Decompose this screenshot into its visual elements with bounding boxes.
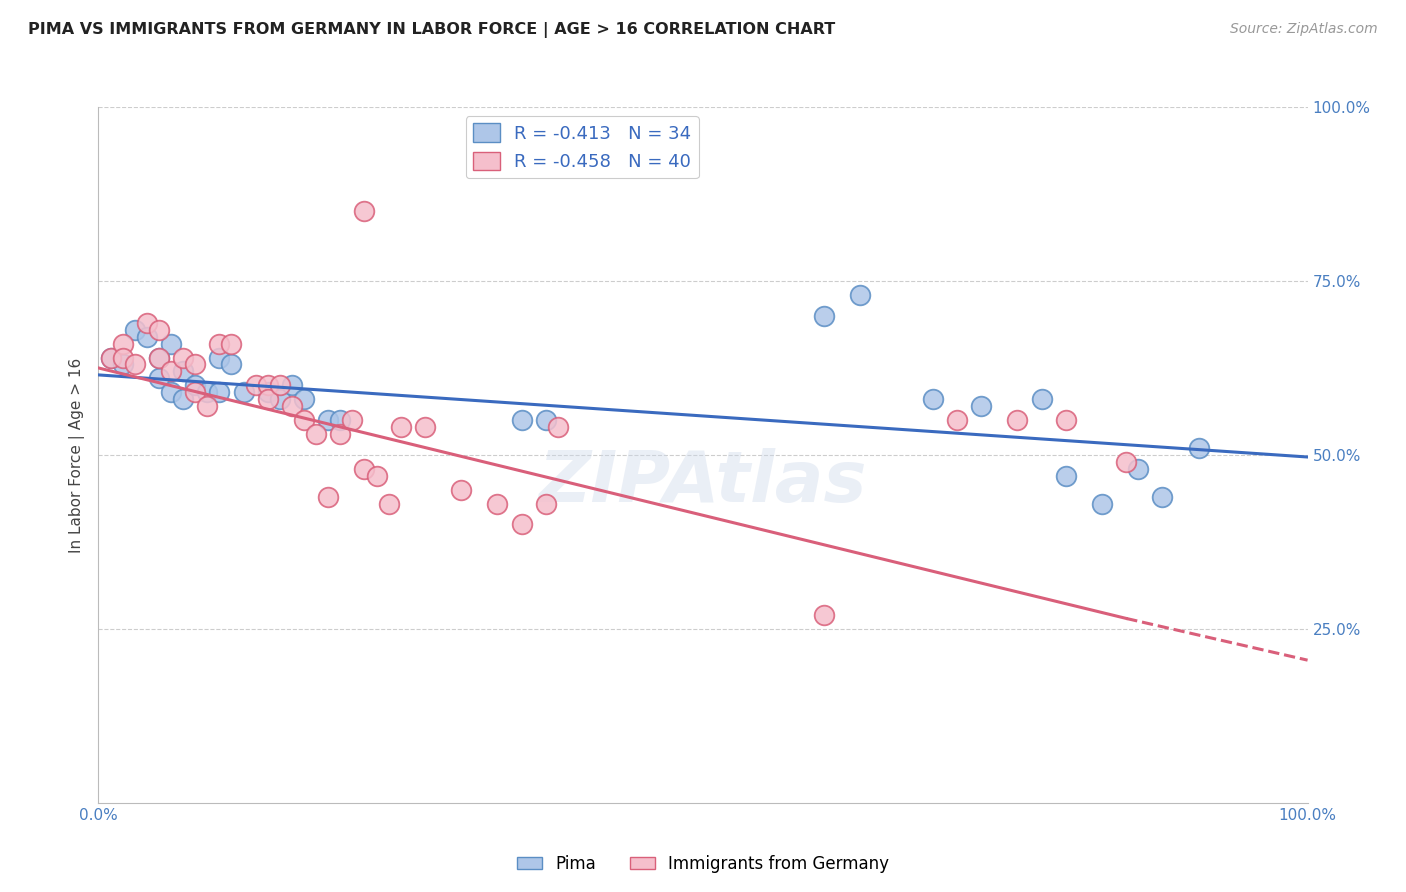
Point [316, 490, 339, 504]
Point [184, 378, 207, 392]
Point [813, 309, 835, 323]
Legend: Pima, Immigrants from Germany: Pima, Immigrants from Germany [510, 848, 896, 880]
Point [208, 351, 231, 365]
Point [148, 371, 170, 385]
Point [148, 323, 170, 337]
Text: ZIPAtlas: ZIPAtlas [538, 449, 868, 517]
Point [813, 607, 835, 622]
Point [1031, 392, 1053, 407]
Point [160, 385, 183, 400]
Point [148, 351, 170, 365]
Text: Source: ZipAtlas.com: Source: ZipAtlas.com [1230, 22, 1378, 37]
Point [184, 358, 207, 372]
Point [269, 378, 291, 392]
Point [353, 462, 375, 476]
Point [221, 358, 243, 372]
Point [1188, 441, 1211, 455]
Point [329, 427, 352, 442]
Point [510, 413, 533, 427]
Point [305, 427, 328, 442]
Point [172, 392, 194, 407]
Point [256, 392, 278, 407]
Point [148, 351, 170, 365]
Point [316, 413, 339, 427]
Point [111, 358, 134, 372]
Point [256, 385, 278, 400]
Point [195, 385, 218, 400]
Point [389, 420, 412, 434]
Point [450, 483, 472, 497]
Point [135, 316, 157, 330]
Point [160, 336, 183, 351]
Point [172, 364, 194, 378]
Point [160, 364, 183, 378]
Point [292, 413, 315, 427]
Point [184, 385, 207, 400]
Point [208, 336, 231, 351]
Point [1054, 468, 1077, 483]
Point [510, 517, 533, 532]
Point [353, 204, 375, 219]
Point [366, 468, 388, 483]
Point [970, 399, 993, 413]
Point [1007, 413, 1029, 427]
Point [111, 336, 134, 351]
Point [1128, 462, 1150, 476]
Point [256, 378, 278, 392]
Point [195, 399, 218, 413]
Point [269, 392, 291, 407]
Point [921, 392, 943, 407]
Point [245, 378, 267, 392]
Point [413, 420, 436, 434]
Point [172, 351, 194, 365]
Point [1152, 490, 1174, 504]
Point [1115, 455, 1137, 469]
Point [534, 497, 557, 511]
Point [946, 413, 969, 427]
Point [547, 420, 569, 434]
Point [208, 385, 231, 400]
Legend: R = -0.413   N = 34, R = -0.458   N = 40: R = -0.413 N = 34, R = -0.458 N = 40 [465, 116, 699, 178]
Point [342, 413, 364, 427]
Point [281, 378, 304, 392]
Point [1054, 413, 1077, 427]
Point [292, 392, 315, 407]
Point [100, 351, 122, 365]
Point [232, 385, 254, 400]
Point [849, 288, 872, 302]
Text: PIMA VS IMMIGRANTS FROM GERMANY IN LABOR FORCE | AGE > 16 CORRELATION CHART: PIMA VS IMMIGRANTS FROM GERMANY IN LABOR… [28, 22, 835, 38]
Point [329, 413, 352, 427]
Point [135, 329, 157, 343]
Point [534, 413, 557, 427]
Point [281, 399, 304, 413]
Point [111, 351, 134, 365]
Point [1091, 497, 1114, 511]
Point [100, 351, 122, 365]
Y-axis label: In Labor Force | Age > 16: In Labor Force | Age > 16 [69, 358, 86, 552]
Point [124, 323, 146, 337]
Point [221, 336, 243, 351]
Point [486, 497, 509, 511]
Point [377, 497, 399, 511]
Point [124, 358, 146, 372]
